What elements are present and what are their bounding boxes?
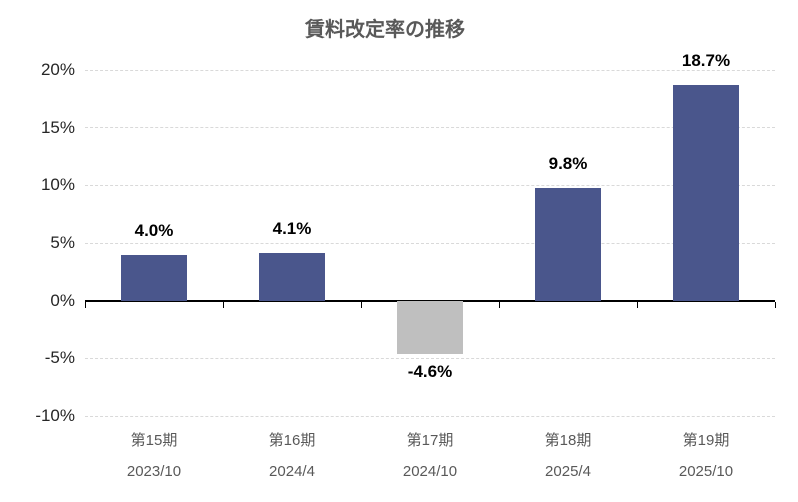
bar <box>673 84 739 301</box>
y-axis-label: 20% <box>40 60 75 79</box>
y-axis-label: 0% <box>50 290 75 310</box>
y-axis-label: 5% <box>50 233 75 252</box>
bar <box>121 254 187 301</box>
y-axis-label: 10% <box>40 175 75 195</box>
bar <box>259 253 325 301</box>
x-axis-tick <box>223 301 224 308</box>
bar <box>397 300 463 354</box>
x-axis-label-period: 第16期 <box>268 432 316 449</box>
chart-title: 賃料改定率の推移 <box>305 19 465 41</box>
bar-value-label: 4.1% <box>272 219 312 239</box>
bar-value-label: 4.0% <box>134 220 174 240</box>
gridline <box>85 242 775 244</box>
x-axis-label-date: 2025/4 <box>545 463 591 480</box>
y-axis-label: -5% <box>44 348 75 368</box>
x-axis-tick <box>499 301 500 308</box>
x-axis-label-date: 2024/10 <box>402 463 458 480</box>
x-axis-label-period: 第19期 <box>682 432 730 449</box>
x-axis-label-date: 2025/10 <box>678 463 734 480</box>
gridline <box>85 357 775 359</box>
bar <box>535 187 601 301</box>
x-axis-tick <box>637 301 638 308</box>
gridline <box>85 127 775 129</box>
y-axis-label: -10% <box>35 406 75 425</box>
x-axis-label-date: 2024/4 <box>269 463 315 480</box>
gridline <box>85 69 775 71</box>
bar-value-label: 9.8% <box>548 153 588 173</box>
x-axis-tick <box>775 301 776 308</box>
bar-value-label: -4.6% <box>407 361 453 381</box>
x-axis-tick <box>361 301 362 308</box>
x-axis-label-period: 第17期 <box>406 432 454 449</box>
x-axis-label-date: 2023/10 <box>126 463 182 480</box>
x-axis-label-period: 第18期 <box>544 432 592 449</box>
gridline <box>85 184 775 186</box>
y-axis-label: 15% <box>40 117 75 137</box>
x-axis-label-period: 第15期 <box>130 432 178 449</box>
gridline <box>85 415 775 417</box>
bar-value-label: 18.7% <box>681 50 731 70</box>
x-axis-tick <box>85 301 86 308</box>
